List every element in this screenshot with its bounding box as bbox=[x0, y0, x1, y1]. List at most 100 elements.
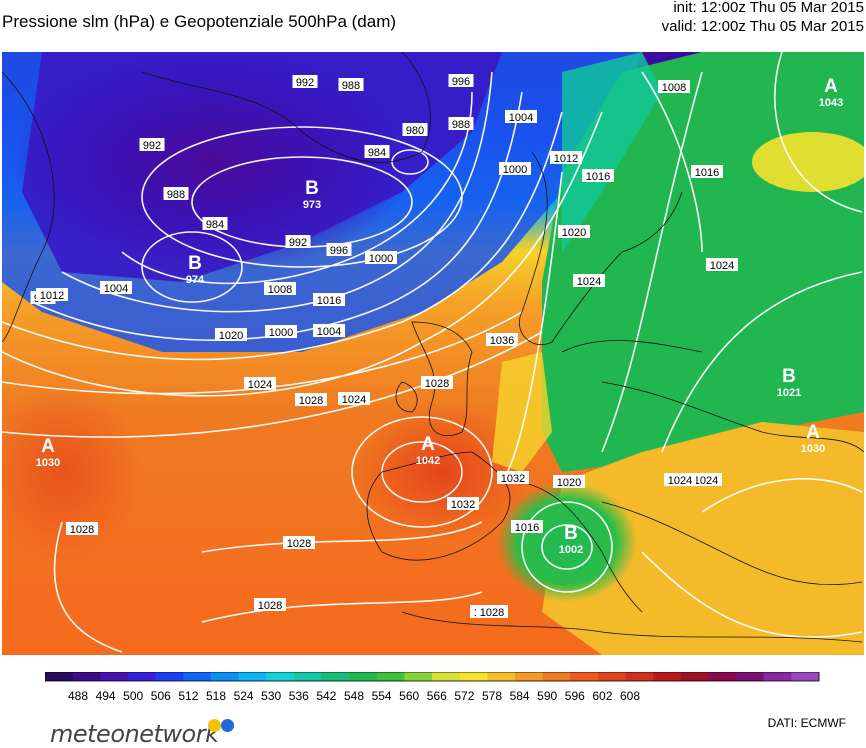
legend-tick-label: 578 bbox=[482, 689, 502, 703]
legend-tick-label: 518 bbox=[206, 689, 226, 703]
isobar-label: 1028 bbox=[425, 378, 449, 390]
legend-swatch bbox=[293, 672, 322, 681]
isobar-label-bg bbox=[448, 117, 474, 130]
center-letter: A bbox=[824, 76, 838, 97]
isobar-label: 988 bbox=[452, 119, 470, 131]
isobar-label: 980 bbox=[406, 125, 424, 137]
center-letter: A bbox=[421, 434, 435, 455]
center-value: 1042 bbox=[416, 455, 440, 467]
legend-tick-label: 584 bbox=[510, 689, 530, 703]
isobar-label: 1024 bbox=[342, 394, 366, 406]
isobar-label: 996 bbox=[452, 76, 470, 88]
legend-swatch bbox=[736, 672, 765, 681]
map-title: Pressione slm (hPa) e Geopotenziale 500h… bbox=[2, 12, 397, 31]
legend-swatch bbox=[791, 672, 820, 681]
isobar-label-bg bbox=[244, 377, 276, 390]
isobar-label-bg bbox=[448, 74, 474, 87]
isobar-label: 1004 bbox=[509, 112, 533, 124]
isobar-label-bg bbox=[283, 536, 315, 549]
isobar-label: 1028 bbox=[70, 524, 94, 536]
isobar-label: 1016 bbox=[586, 171, 610, 183]
center-value: 974 bbox=[186, 274, 205, 286]
isobar-label-bg bbox=[139, 138, 165, 151]
isobar-label-bg bbox=[264, 282, 296, 295]
legend-tick-label: 500 bbox=[123, 689, 143, 703]
isobar-label: 1016 bbox=[317, 295, 341, 307]
italy-low-green bbox=[497, 482, 637, 602]
scandinavia-teal bbox=[562, 52, 662, 252]
logo-dot-yellow bbox=[208, 719, 221, 732]
legend-tick-label: 506 bbox=[151, 689, 171, 703]
isobar-label: 1020 bbox=[562, 227, 586, 239]
isobar-label-bg bbox=[100, 281, 132, 294]
isobar-label: 1012 bbox=[554, 153, 578, 165]
isobar-label-bg bbox=[497, 471, 529, 484]
isobar-label-bg bbox=[582, 169, 614, 182]
isobar-label: 1004 bbox=[317, 326, 341, 338]
isobar-label: 1024 bbox=[668, 475, 692, 487]
legend-tick-label: 560 bbox=[399, 689, 419, 703]
legend-swatch bbox=[376, 672, 405, 681]
valid-time: valid: 12:00z Thu 05 Mar 2015 bbox=[661, 18, 864, 35]
isobar-label: 1020 bbox=[219, 330, 243, 342]
isobar-label: 1028 bbox=[480, 607, 504, 619]
legend-tick-label: 542 bbox=[316, 689, 336, 703]
isobar-label: 992 bbox=[143, 140, 161, 152]
legend-tick-label: 554 bbox=[372, 689, 392, 703]
isobar-label-bg bbox=[66, 522, 98, 535]
isobar-label-bg bbox=[499, 162, 531, 175]
isobar-label: 984 bbox=[368, 147, 386, 159]
coastlines bbox=[2, 52, 864, 643]
legend-swatch bbox=[45, 672, 74, 681]
isobar-label-bg bbox=[690, 473, 722, 486]
legend-swatch bbox=[210, 672, 239, 681]
isobar-label-bg bbox=[505, 110, 537, 123]
center-value: 1030 bbox=[801, 443, 825, 455]
center-value: 1043 bbox=[819, 97, 843, 109]
legend-swatch bbox=[155, 672, 184, 681]
isobar-label: 992 bbox=[289, 237, 307, 249]
legend-tick-label: 548 bbox=[344, 689, 364, 703]
high-yellow-ne bbox=[752, 132, 864, 192]
legend-swatch bbox=[349, 672, 378, 681]
legend-swatch bbox=[266, 672, 295, 681]
isobar-label-bg bbox=[313, 293, 345, 306]
france-yellow bbox=[492, 352, 552, 472]
isobar-label-bg bbox=[292, 75, 318, 88]
weather-map: B 973 B 974 A 1043 A 1030 A 1042 B 1021 A 1030 B 1002 9… bbox=[2, 52, 864, 655]
timestamps: init: 12:00z Thu 05 Mar 2015 valid: 12:0… bbox=[662, 0, 864, 36]
isobar-label-bg bbox=[295, 393, 327, 406]
isobar-label-bg bbox=[476, 605, 508, 618]
legend-tick-label: 590 bbox=[537, 689, 557, 703]
isobar-label-bg bbox=[36, 288, 68, 301]
legend-swatch bbox=[514, 672, 544, 681]
isobar-label-bg bbox=[326, 243, 352, 256]
isobar-label: 1024 bbox=[694, 475, 718, 487]
legend-swatch bbox=[680, 672, 709, 681]
legend-tick-label: 572 bbox=[454, 689, 474, 703]
isobar-label-bg bbox=[553, 475, 585, 488]
legend-tick-label: 512 bbox=[178, 689, 198, 703]
isobar-label: 1020 bbox=[557, 477, 581, 489]
legend-tick-label: 608 bbox=[620, 689, 640, 703]
legend-swatch bbox=[321, 672, 350, 681]
isobar-label: 984 bbox=[206, 219, 224, 231]
legend-swatch bbox=[238, 672, 267, 681]
isobar-label-bg bbox=[658, 80, 690, 93]
isobar-label: 1000 bbox=[369, 253, 393, 265]
isobar-label: 1024 bbox=[248, 379, 272, 391]
isobar-label: 1032 bbox=[451, 499, 475, 511]
isobar-label: 996 bbox=[330, 245, 348, 257]
legend-swatch bbox=[597, 672, 626, 681]
isobar-label: 1016 bbox=[695, 167, 719, 179]
isobar-label-bg bbox=[254, 598, 286, 611]
legend-swatch bbox=[72, 672, 101, 681]
legend-tick-label: 494 bbox=[96, 689, 116, 703]
deep-low-core bbox=[12, 52, 412, 272]
legend-tick-label: 530 bbox=[261, 689, 281, 703]
legend-swatch bbox=[183, 672, 212, 681]
legend-swatch bbox=[653, 672, 682, 681]
isobar-label: 1016 bbox=[515, 522, 539, 534]
isobar-label: 1012 bbox=[40, 290, 64, 302]
